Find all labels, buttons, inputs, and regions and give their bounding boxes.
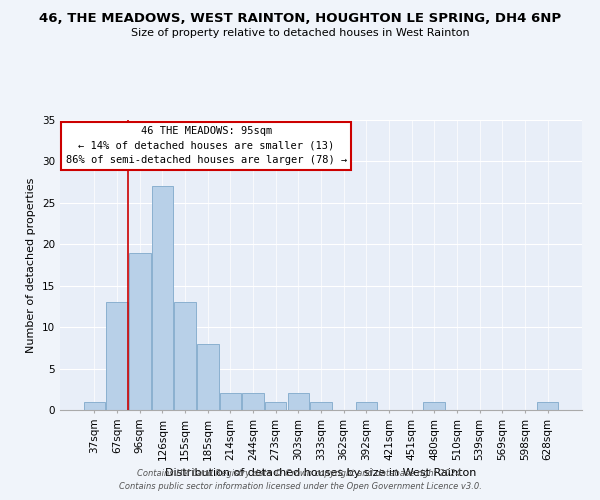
Bar xyxy=(356,402,377,410)
Bar xyxy=(220,394,241,410)
Bar xyxy=(424,402,445,410)
Bar xyxy=(152,186,173,410)
Bar xyxy=(129,252,151,410)
Bar xyxy=(175,302,196,410)
Bar xyxy=(287,394,309,410)
Y-axis label: Number of detached properties: Number of detached properties xyxy=(26,178,37,352)
Text: Contains public sector information licensed under the Open Government Licence v3: Contains public sector information licen… xyxy=(119,482,481,491)
Bar xyxy=(310,402,332,410)
Bar xyxy=(197,344,218,410)
Bar xyxy=(242,394,264,410)
Bar xyxy=(265,402,286,410)
Bar xyxy=(106,302,128,410)
Text: Size of property relative to detached houses in West Rainton: Size of property relative to detached ho… xyxy=(131,28,469,38)
X-axis label: Distribution of detached houses by size in West Rainton: Distribution of detached houses by size … xyxy=(166,468,476,478)
Text: 46 THE MEADOWS: 95sqm
← 14% of detached houses are smaller (13)
86% of semi-deta: 46 THE MEADOWS: 95sqm ← 14% of detached … xyxy=(65,126,347,166)
Bar xyxy=(84,402,105,410)
Text: Contains HM Land Registry data © Crown copyright and database right 2024.: Contains HM Land Registry data © Crown c… xyxy=(137,468,463,477)
Text: 46, THE MEADOWS, WEST RAINTON, HOUGHTON LE SPRING, DH4 6NP: 46, THE MEADOWS, WEST RAINTON, HOUGHTON … xyxy=(39,12,561,26)
Bar xyxy=(537,402,558,410)
